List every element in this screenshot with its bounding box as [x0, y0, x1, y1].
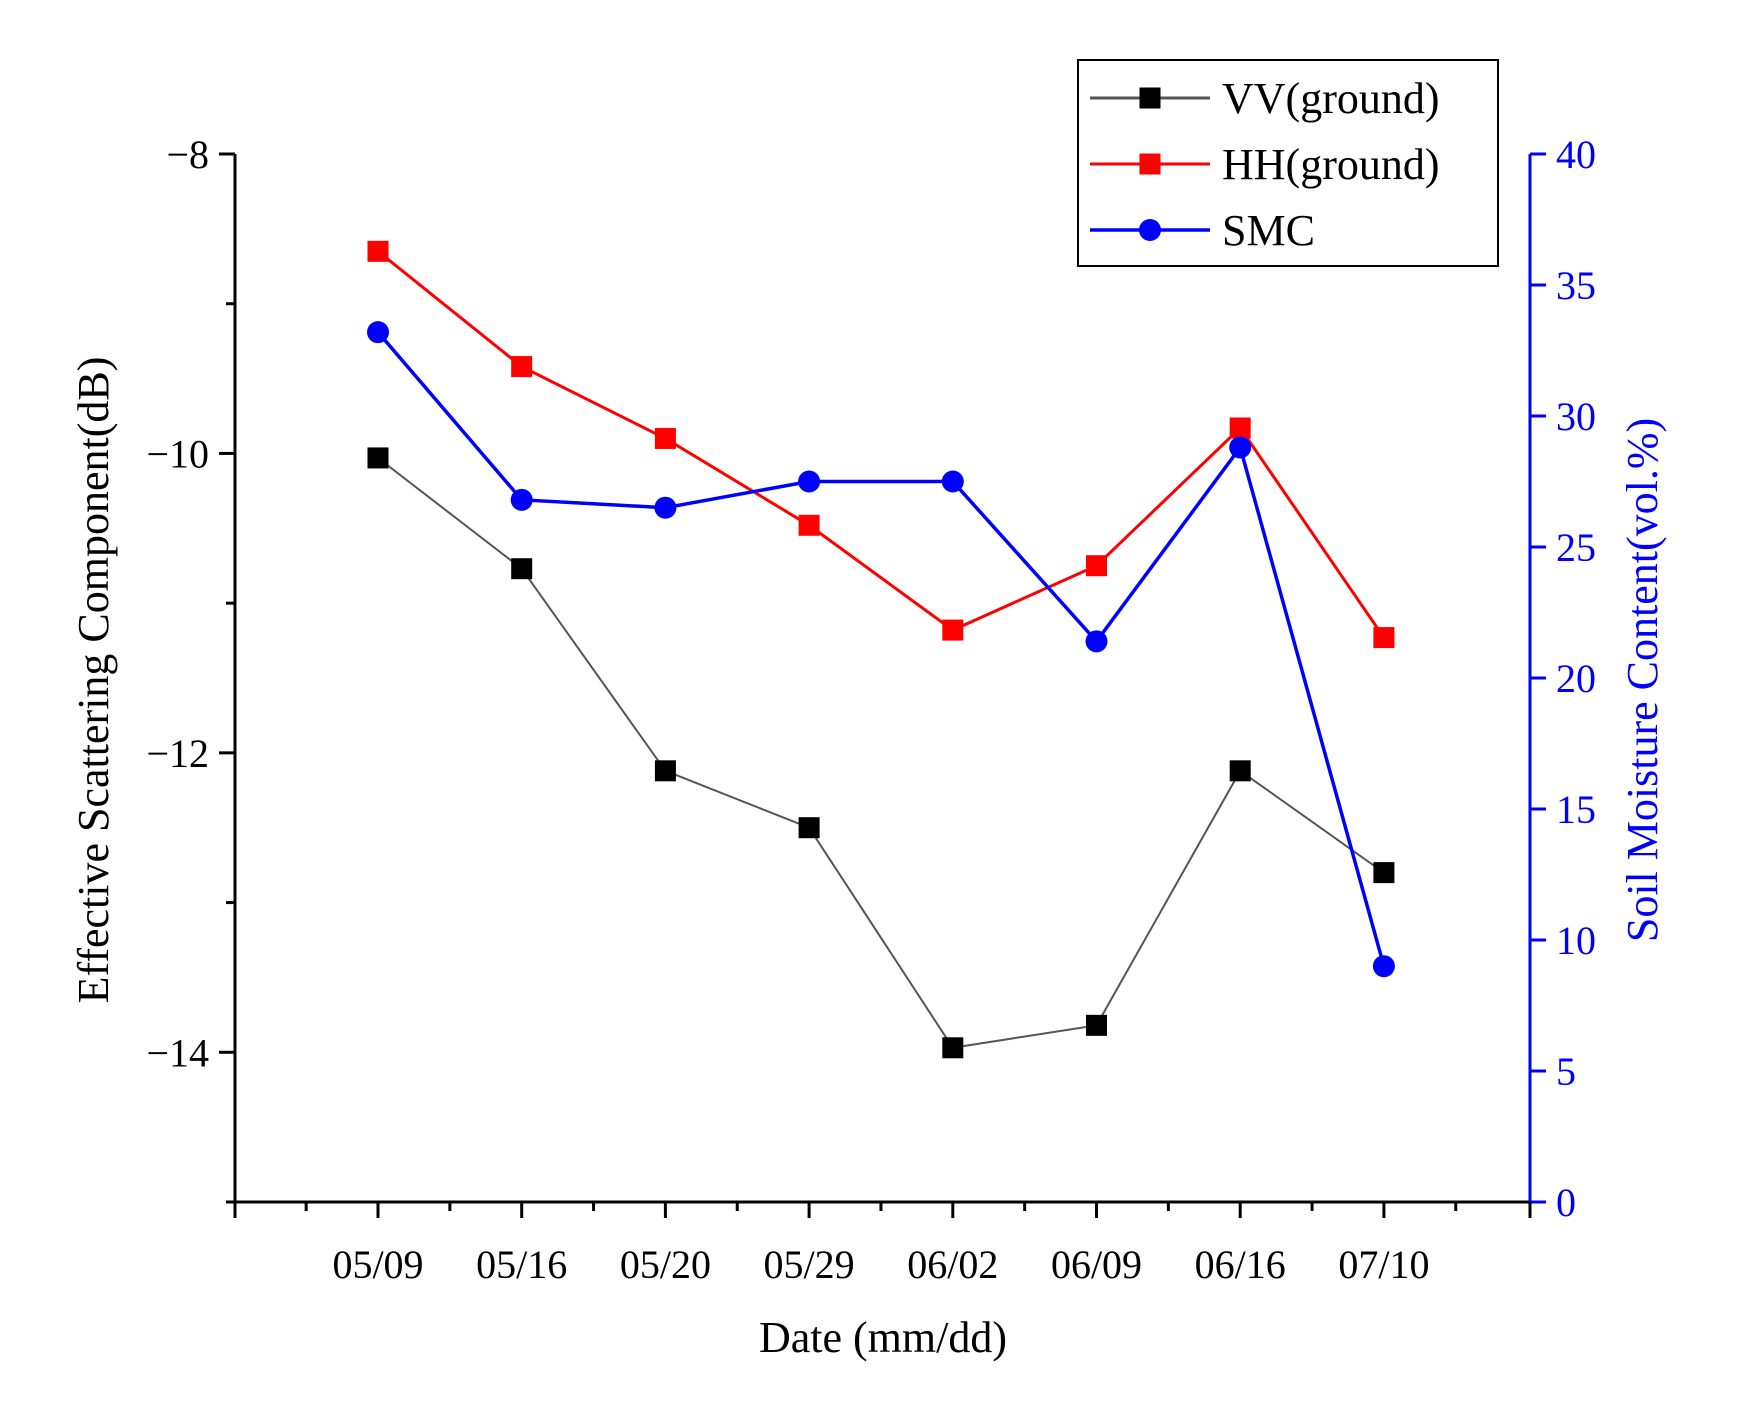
data-point-vv-ground [511, 558, 533, 580]
data-point-vv-ground [798, 817, 820, 839]
data-point-hh-ground [942, 619, 964, 641]
legend-marker-hh-ground [1139, 153, 1161, 175]
data-point-smc [367, 321, 389, 344]
x-axis-title: Date (mm/dd) [759, 1313, 1007, 1362]
data-point-smc [798, 470, 821, 493]
y2-tick-label: 10 [1556, 918, 1596, 963]
x-tick-label: 05/16 [476, 1242, 567, 1287]
x-tick-label: 05/29 [764, 1242, 855, 1287]
y-tick-label: −14 [146, 1030, 209, 1075]
series-line-vv-ground [377, 457, 1385, 1049]
legend-marker-vv-ground [1139, 87, 1161, 109]
y2-tick-label: 15 [1556, 787, 1596, 832]
x-tick-label: 07/10 [1338, 1242, 1429, 1287]
data-point-vv-ground [1373, 862, 1395, 884]
legend: VV(ground) HH(ground) SMC [1077, 59, 1499, 267]
y2-tick-label: 5 [1556, 1049, 1576, 1094]
y-tick-label: −10 [146, 431, 209, 476]
data-point-smc [941, 470, 964, 493]
axes: −8 −10 −12 −14 0 5 10 15 20 25 30 35 40 05/09 05/16 05/… [146, 132, 1596, 1287]
data-point-hh-ground [1229, 417, 1251, 439]
series-lines [376, 250, 1386, 1049]
data-point-hh-ground [511, 356, 533, 378]
data-point-hh-ground [367, 240, 389, 262]
y2-tick-label: 35 [1556, 263, 1596, 308]
legend-label-smc: SMC [1222, 206, 1315, 255]
data-point-vv-ground [367, 447, 389, 469]
y-tick-label: −8 [166, 132, 209, 177]
x-tick-label: 06/16 [1195, 1242, 1286, 1287]
data-point-smc [510, 488, 533, 511]
legend-marker-smc [1139, 219, 1161, 241]
data-point-smc [1085, 630, 1108, 653]
y2-tick-label: 20 [1556, 656, 1596, 701]
x-tick-label: 06/09 [1051, 1242, 1142, 1287]
series-line-hh-ground [377, 250, 1386, 639]
series-markers [367, 240, 1395, 1059]
y2-tick-label: 0 [1556, 1180, 1576, 1225]
data-point-smc [654, 496, 677, 519]
y2-tick-label: 25 [1556, 525, 1596, 570]
data-point-smc [1372, 955, 1395, 978]
y2-tick-label: 40 [1556, 132, 1596, 177]
y-tick-label: −12 [146, 731, 209, 776]
data-point-smc [1229, 436, 1252, 459]
data-point-vv-ground [1086, 1014, 1107, 1036]
data-point-vv-ground [942, 1037, 964, 1059]
x-tick-label: 05/09 [332, 1242, 423, 1287]
data-point-hh-ground [1373, 627, 1395, 649]
data-point-vv-ground [1229, 760, 1251, 782]
x-tick-label: 05/20 [620, 1242, 711, 1287]
series-line-smc [376, 331, 1386, 967]
legend-label-vv-ground: VV(ground) [1222, 74, 1440, 123]
data-point-hh-ground [798, 514, 820, 536]
data-point-hh-ground [1086, 555, 1107, 577]
data-point-vv-ground [654, 760, 676, 782]
x-tick-label: 06/02 [907, 1242, 998, 1287]
y-axis-title: Effective Scattering Component(dB) [69, 357, 118, 1004]
y2-axis-title: Soil Moisture Content(vol.%) [1618, 418, 1667, 942]
legend-label-hh-ground: HH(ground) [1222, 140, 1440, 189]
data-point-hh-ground [654, 427, 676, 449]
y2-tick-label: 30 [1556, 394, 1596, 439]
